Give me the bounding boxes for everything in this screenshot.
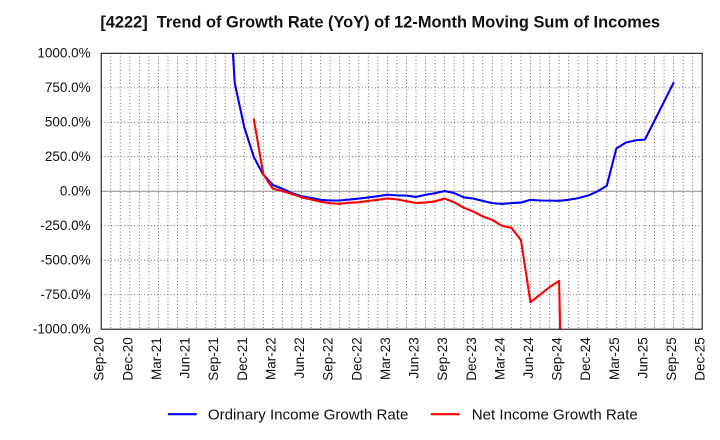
svg-text:Dec-24: Dec-24 [578, 337, 593, 381]
svg-text:Dec-25: Dec-25 [693, 337, 708, 381]
svg-text:Jun-23: Jun-23 [407, 337, 422, 378]
svg-text:Sep-22: Sep-22 [321, 337, 336, 381]
svg-text:[4222] Trend of Growth Rate (: [4222] Trend of Growth Rate (YoY) of 12-… [100, 14, 660, 32]
svg-text:-750.0%: -750.0% [40, 287, 90, 302]
svg-text:750.0%: 750.0% [45, 80, 91, 95]
svg-text:0.0%: 0.0% [60, 183, 91, 198]
svg-text:Dec-22: Dec-22 [349, 337, 364, 381]
svg-text:500.0%: 500.0% [45, 114, 91, 129]
svg-text:Jun-22: Jun-22 [292, 337, 307, 378]
svg-text:Jun-24: Jun-24 [521, 337, 536, 379]
svg-text:Mar-21: Mar-21 [149, 337, 164, 380]
svg-text:Sep-25: Sep-25 [664, 337, 679, 381]
svg-text:Dec-23: Dec-23 [464, 337, 479, 381]
svg-text:Dec-21: Dec-21 [235, 337, 250, 381]
svg-text:-1000.0%: -1000.0% [33, 321, 91, 336]
svg-text:Mar-24: Mar-24 [492, 337, 507, 380]
svg-text:Sep-23: Sep-23 [435, 337, 450, 381]
svg-text:-500.0%: -500.0% [40, 252, 90, 267]
svg-text:Sep-20: Sep-20 [92, 337, 107, 381]
svg-text:Sep-24: Sep-24 [550, 337, 565, 381]
svg-text:Mar-23: Mar-23 [378, 337, 393, 380]
svg-text:Net Income Growth Rate: Net Income Growth Rate [472, 407, 638, 424]
svg-text:Sep-21: Sep-21 [206, 337, 221, 381]
svg-text:Mar-25: Mar-25 [607, 337, 622, 380]
svg-text:Mar-22: Mar-22 [263, 337, 278, 380]
svg-text:Ordinary Income Growth Rate: Ordinary Income Growth Rate [208, 407, 409, 424]
svg-text:1000.0%: 1000.0% [37, 45, 90, 60]
svg-text:250.0%: 250.0% [45, 149, 91, 164]
svg-text:Jun-25: Jun-25 [635, 337, 650, 378]
svg-text:Dec-20: Dec-20 [120, 337, 135, 381]
svg-text:Jun-21: Jun-21 [178, 337, 193, 378]
svg-text:-250.0%: -250.0% [40, 218, 90, 233]
